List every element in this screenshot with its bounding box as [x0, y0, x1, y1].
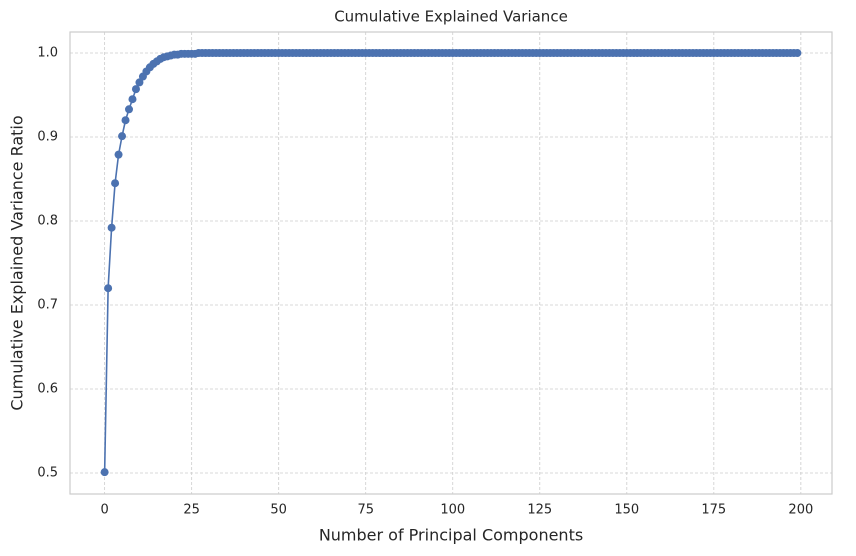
point	[107, 223, 116, 232]
y-tick-label: 1.0	[37, 46, 58, 61]
x-tick-label: 200	[788, 503, 813, 518]
point	[100, 468, 109, 477]
y-axis-label: Cumulative Explained Variance Ratio	[8, 115, 27, 410]
x-tick-label: 150	[614, 503, 639, 518]
point	[104, 284, 113, 293]
series-line	[103, 52, 798, 473]
point	[793, 49, 802, 57]
plot-frame	[69, 31, 833, 495]
point	[121, 116, 130, 125]
x-tick-label: 100	[440, 503, 465, 518]
point	[131, 85, 140, 94]
x-tick-label: 0	[100, 503, 108, 518]
x-axis-label: Number of Principal Components	[319, 526, 583, 545]
point	[135, 78, 144, 87]
chart-title: Cumulative Explained Variance	[334, 8, 568, 26]
x-tick-label: 175	[701, 503, 726, 518]
point	[128, 95, 137, 104]
point	[111, 179, 120, 188]
x-tick-label: 25	[183, 503, 200, 518]
point	[125, 105, 134, 114]
x-tick-label: 125	[527, 503, 552, 518]
y-tick-label: 0.5	[37, 466, 58, 481]
y-tick-label: 0.6	[37, 382, 58, 397]
point	[118, 132, 127, 141]
y-tick-label: 0.8	[37, 214, 58, 229]
x-tick-label: 50	[270, 503, 287, 518]
point	[114, 150, 123, 159]
y-tick-label: 0.9	[37, 130, 58, 145]
y-tick-label: 0.7	[37, 298, 58, 313]
x-tick-label: 75	[357, 503, 374, 518]
